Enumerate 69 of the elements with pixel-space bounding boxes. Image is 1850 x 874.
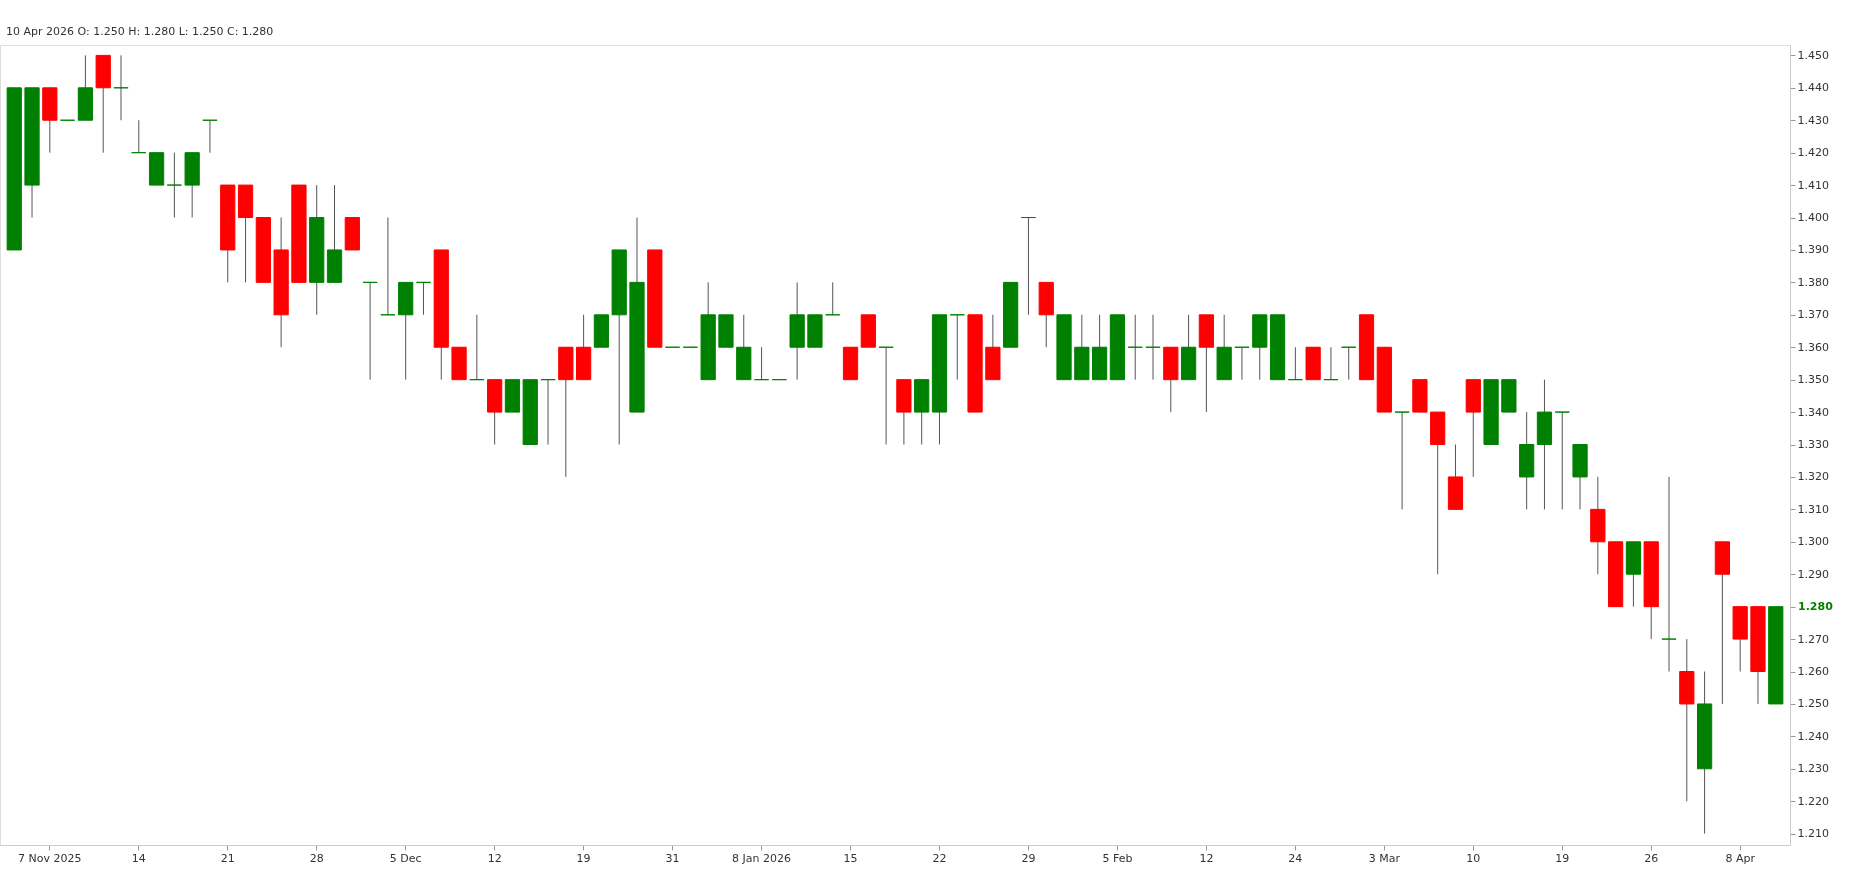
candlestick <box>202 119 218 154</box>
x-tick-label: 3 Mar <box>1368 851 1401 865</box>
y-tick-label: 1.230 <box>1797 762 1829 776</box>
y-tick-label: 1.340 <box>1797 405 1829 419</box>
y-tick-label: 1.290 <box>1797 567 1829 581</box>
x-tick-label: 26 <box>1644 851 1659 865</box>
candlestick <box>1323 346 1339 381</box>
y-tick-label: 1.420 <box>1797 146 1829 160</box>
candlestick <box>825 281 841 316</box>
x-tick-label: 31 <box>665 851 680 865</box>
text: 1.280 <box>1798 599 1834 613</box>
candlestick <box>113 54 129 121</box>
y-tick-label: 1.320 <box>1797 470 1829 484</box>
candlestick <box>1145 314 1161 381</box>
x-tick-label: 22 <box>932 851 947 865</box>
x-tick-label: 29 <box>1021 851 1036 865</box>
y-tick-label: 1.440 <box>1797 81 1829 95</box>
candlestick <box>131 119 147 154</box>
candlestick <box>540 379 556 446</box>
x-tick-label: 14 <box>131 851 146 865</box>
y-tick-label: 1.350 <box>1797 373 1829 387</box>
candlestick <box>753 346 770 381</box>
x-tick-label: 12 <box>1199 851 1214 865</box>
y-tick-label: 1.370 <box>1797 308 1829 322</box>
candlestick <box>1394 411 1410 510</box>
x-tick-label: 8 Apr <box>1725 851 1756 865</box>
x-tick-label: 19 <box>1555 851 1570 865</box>
x-tick-label: 10 <box>1466 851 1481 865</box>
candlestick <box>949 314 965 381</box>
y-tick-label: 1.450 <box>1797 48 1829 62</box>
candlestick <box>878 346 894 446</box>
x-tick-label: 12 <box>487 851 502 865</box>
y-tick-label: 1.410 <box>1797 178 1829 192</box>
candlestick <box>1234 346 1250 381</box>
x-tick-label: 21 <box>220 851 235 865</box>
candlestick <box>1287 346 1303 381</box>
y-tick-label: 1.220 <box>1797 794 1829 808</box>
x-tick-label: 5 Dec <box>389 851 422 865</box>
y-tick-label: 1.400 <box>1797 211 1829 225</box>
candlestick <box>1020 217 1037 316</box>
candlestick <box>1127 314 1143 381</box>
candlestick <box>1554 411 1570 510</box>
y-tick-label: 1.330 <box>1797 438 1829 452</box>
y-tick-label: 1.310 <box>1797 502 1829 516</box>
x-tick-label: 5 Feb <box>1102 851 1133 865</box>
x-tick-label: 8 Jan 2026 <box>732 851 792 865</box>
y-tick-label: 1.300 <box>1797 535 1829 549</box>
y-tick-label: 1.210 <box>1797 827 1829 841</box>
text: 10 Apr 2026 O: 1.250 H: 1.280 L: 1.250 C: 1.280 <box>6 25 274 38</box>
candlestick <box>1661 476 1677 673</box>
y-tick-label: 1.260 <box>1797 665 1829 679</box>
y-tick-label: 1.430 <box>1797 113 1829 127</box>
y-tick-label: 1.250 <box>1797 697 1829 711</box>
candlestick <box>415 281 432 316</box>
x-tick-label: 28 <box>309 851 324 865</box>
y-tick-label: 1.380 <box>1797 275 1829 289</box>
x-tick-label: 7 Nov 2025 <box>18 851 82 865</box>
y-tick-label: 1.270 <box>1797 632 1829 646</box>
y-tick-label: 1.360 <box>1797 340 1829 354</box>
x-tick-label: 15 <box>843 851 858 865</box>
y-tick-label: 1.390 <box>1797 243 1829 257</box>
x-tick-label: 24 <box>1288 851 1303 865</box>
candlestick <box>166 152 182 219</box>
y-tick-label: 1.240 <box>1797 729 1829 743</box>
x-tick-label: 19 <box>576 851 591 865</box>
candlestick <box>1341 346 1357 381</box>
candlestick <box>362 281 378 381</box>
candlestick <box>469 314 485 381</box>
candlestick <box>380 217 396 316</box>
